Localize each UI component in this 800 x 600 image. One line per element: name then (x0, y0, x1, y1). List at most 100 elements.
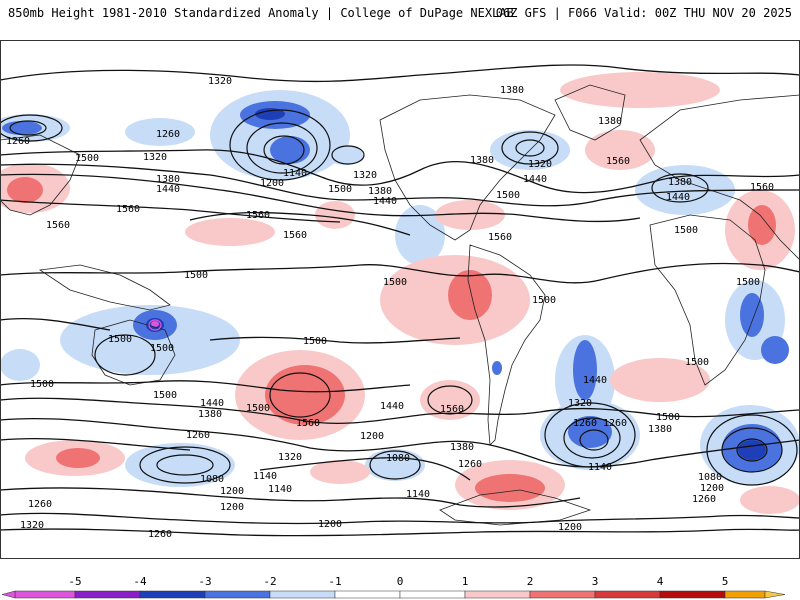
contour-line (0, 199, 341, 223)
contour-line (0, 418, 800, 468)
colorbar-ticks: -5 -4 -3 -2 -1 0 1 2 3 4 5 (68, 575, 728, 588)
contour-label: 1500 (108, 334, 132, 345)
contour-label: 1080 (386, 453, 410, 464)
contour-label: 1440 (156, 184, 180, 195)
contour-label: 1500 (246, 403, 270, 414)
contour-label: 1560 (116, 204, 140, 215)
contour-label: 1560 (750, 182, 774, 193)
colorbar-tick-label: 1 (462, 575, 469, 588)
anomaly-neg-region (761, 336, 789, 364)
contour-label: 1200 (360, 431, 384, 442)
coastline-asia-west (0, 134, 81, 216)
anomaly-neg-region (125, 443, 235, 487)
anomaly-map: 1320 1260 1500 1320 1380 1440 1560 1560 … (0, 40, 800, 559)
contour-line (0, 528, 800, 537)
anomaly-neg-region (270, 136, 310, 164)
contour-label: 1500 (674, 225, 698, 236)
contour-label: 1380 (598, 116, 622, 127)
coastline-greenland (554, 84, 626, 141)
colorbar-segments (1, 590, 786, 599)
anomaly-neg-region (740, 293, 764, 337)
anomaly-neg-region (635, 165, 735, 215)
coastline-indonesia (38, 264, 171, 311)
colorbar-segment (529, 590, 596, 599)
contour-line (331, 145, 365, 165)
contour-label: 1260 (603, 418, 627, 429)
contour-label: 1140 (588, 462, 612, 473)
colorbar-segment (14, 590, 76, 599)
colorbar-min-arrow (1, 590, 16, 599)
contour-line (651, 173, 709, 203)
anomaly-neg-region (492, 361, 502, 375)
contour-label: 1440 (666, 192, 690, 203)
anomaly-pos-region (310, 460, 370, 484)
contour-label: 1320 (353, 170, 377, 181)
anomaly-pos-region (560, 72, 720, 108)
anomaly-neg-region (0, 349, 40, 381)
anomaly-neg-region (365, 449, 425, 481)
contour-line (246, 122, 318, 174)
colorbar-segment (399, 590, 466, 599)
contour-label: 1200 (558, 522, 582, 533)
contour-line (0, 173, 641, 223)
contour-label: 1260 (148, 529, 172, 540)
contour-label: 1380 (156, 174, 180, 185)
contour-label: 1440 (380, 401, 404, 412)
anomaly-shading (0, 72, 800, 514)
contour-line (229, 109, 331, 181)
contour-label: 1560 (246, 210, 270, 221)
contour-label: 1320 (208, 76, 232, 87)
anomaly-pos-region (265, 365, 345, 425)
contour-line (0, 512, 800, 525)
colorbar-tick-label: 0 (397, 575, 404, 588)
contour-label: 1320 (528, 159, 552, 170)
contour-line (0, 114, 63, 142)
contour-label: 1260 (458, 459, 482, 470)
colorbar-segment (659, 590, 726, 599)
colorbar-segment (204, 590, 271, 599)
contour-label: 1380 (198, 409, 222, 420)
anomaly-neg-region (60, 305, 240, 375)
contour-line (269, 372, 331, 418)
contour-label: 1380 (648, 424, 672, 435)
contour-label: 1200 (220, 502, 244, 513)
contour-line (0, 149, 800, 194)
contour-label: 1260 (186, 430, 210, 441)
contour-label: 1560 (296, 418, 320, 429)
contour-label: 1500 (75, 153, 99, 164)
colorbar-segment (139, 590, 206, 599)
colorbar-segment (269, 590, 336, 599)
colorbar-tick-label: 5 (722, 575, 729, 588)
contour-label: 1320 (278, 452, 302, 463)
anomaly-neg-region (2, 121, 42, 135)
contour-labels: 1320 1260 1500 1320 1380 1440 1560 1560 … (6, 76, 774, 540)
contour-line (263, 135, 305, 165)
contour-line (0, 317, 461, 344)
anomaly-neg-region (125, 118, 195, 146)
contour-line (0, 262, 800, 284)
colorbar-segment (464, 590, 531, 599)
contour-label: 1500 (685, 357, 709, 368)
anomaly-pos-region (7, 177, 43, 203)
contour-label: 1440 (200, 398, 224, 409)
coastline-antarctica (439, 489, 592, 526)
contour-label: 1260 (28, 499, 52, 510)
colorbar-tick-label: 2 (527, 575, 534, 588)
contour-label: 1500 (30, 379, 54, 390)
closed-contours (0, 109, 798, 486)
colorbar-tick-label: -5 (68, 575, 81, 588)
anomaly-pos-region (740, 486, 800, 514)
contour-line (156, 454, 214, 476)
contour-line (9, 120, 47, 136)
contour-line (0, 487, 581, 508)
colorbar-tick-label: -4 (133, 575, 147, 588)
model-run-info: 06Z GFS | F066 Valid: 00Z THU NOV 20 202… (495, 6, 792, 20)
contour-label: 1500 (150, 343, 174, 354)
anomaly-neg-region (573, 340, 597, 400)
contour-line (544, 402, 636, 468)
contour-label: 1440 (373, 196, 397, 207)
contour-label: 1560 (283, 230, 307, 241)
contour-label: 1080 (698, 472, 722, 483)
colorbar-tick-label: 3 (592, 575, 599, 588)
contour-label: 1320 (143, 152, 167, 163)
